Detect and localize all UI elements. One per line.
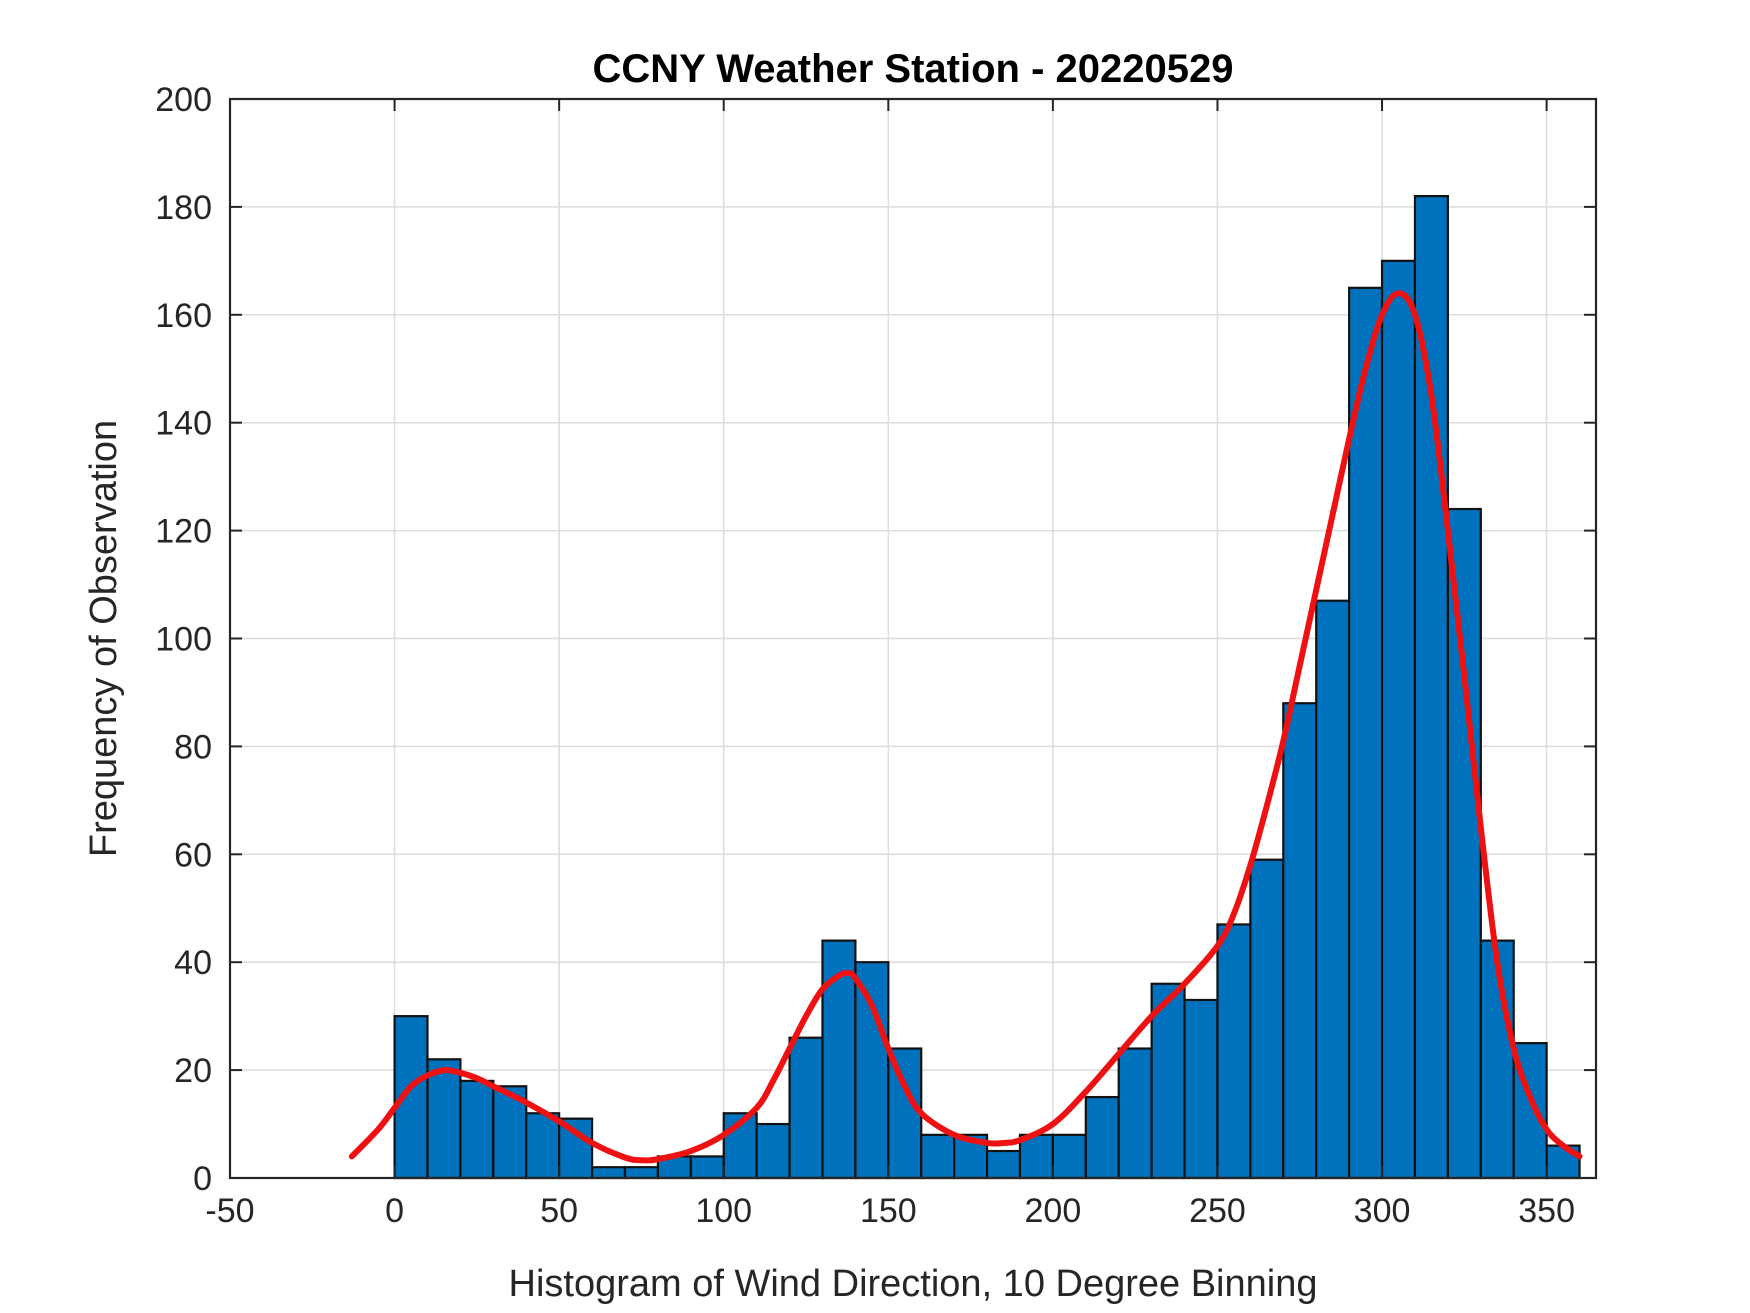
x-tick-label: 300 <box>1354 1192 1411 1230</box>
y-tick-label: 40 <box>174 944 212 982</box>
histogram-bar <box>854 961 890 1180</box>
histogram-bar <box>1117 1047 1153 1180</box>
y-tick-label: 0 <box>193 1160 212 1198</box>
y-tick-label: 60 <box>174 836 212 874</box>
histogram-bar <box>755 1122 791 1180</box>
x-tick-label: 100 <box>695 1192 752 1230</box>
axis-ticks <box>229 98 1596 1179</box>
histogram-bar <box>459 1079 495 1180</box>
histogram-bar <box>689 1155 725 1180</box>
y-tick-label: 180 <box>155 189 212 227</box>
x-tick-label: -50 <box>205 1192 254 1230</box>
histogram-bar <box>1413 195 1449 1180</box>
histogram-bar <box>1249 858 1285 1180</box>
histogram-bar <box>1084 1095 1120 1180</box>
y-tick-label: 160 <box>155 297 212 335</box>
histogram-bar <box>590 1166 627 1180</box>
histogram-bar <box>1282 702 1318 1180</box>
x-tick-label: 250 <box>1189 1192 1246 1230</box>
y-tick-label: 20 <box>174 1052 212 1090</box>
histogram-bar <box>426 1058 462 1180</box>
x-tick-label: 0 <box>385 1192 404 1230</box>
y-tick-label: 100 <box>155 621 212 659</box>
x-tick-label: 350 <box>1518 1192 1575 1230</box>
histogram-bars <box>393 195 1581 1180</box>
x-tick-label: 50 <box>540 1192 578 1230</box>
histogram-bar <box>623 1166 660 1180</box>
y-axis-label: Frequency of Observation <box>83 420 125 857</box>
histogram-bar <box>788 1036 824 1180</box>
y-tick-label: 200 <box>155 81 212 119</box>
x-tick-label: 200 <box>1025 1192 1082 1230</box>
y-tick-label: 80 <box>174 728 212 766</box>
y-tick-label: 140 <box>155 405 212 443</box>
tick-labels: -50 0 50 100 150 200 250 300 3500204060801001201… <box>155 81 1575 1230</box>
histogram-bar <box>1315 599 1351 1180</box>
histogram-bar <box>1183 998 1219 1180</box>
x-tick-label: 150 <box>860 1192 917 1230</box>
histogram-bar <box>920 1133 956 1180</box>
histogram-bar <box>1051 1133 1087 1180</box>
chart-title: CCNY Weather Station - 20220529 <box>593 47 1234 91</box>
fit-curve <box>348 290 1583 1164</box>
histogram-bar <box>1446 507 1482 1180</box>
x-axis-label: Histogram of Wind Direction, 10 Degree B… <box>509 1263 1318 1305</box>
histogram-bar <box>1216 923 1252 1180</box>
y-tick-label: 120 <box>155 513 212 551</box>
histogram-bar <box>1380 259 1417 1180</box>
histogram-bar <box>985 1149 1022 1180</box>
histogram-bar <box>887 1047 923 1180</box>
histogram-bar <box>525 1112 561 1180</box>
